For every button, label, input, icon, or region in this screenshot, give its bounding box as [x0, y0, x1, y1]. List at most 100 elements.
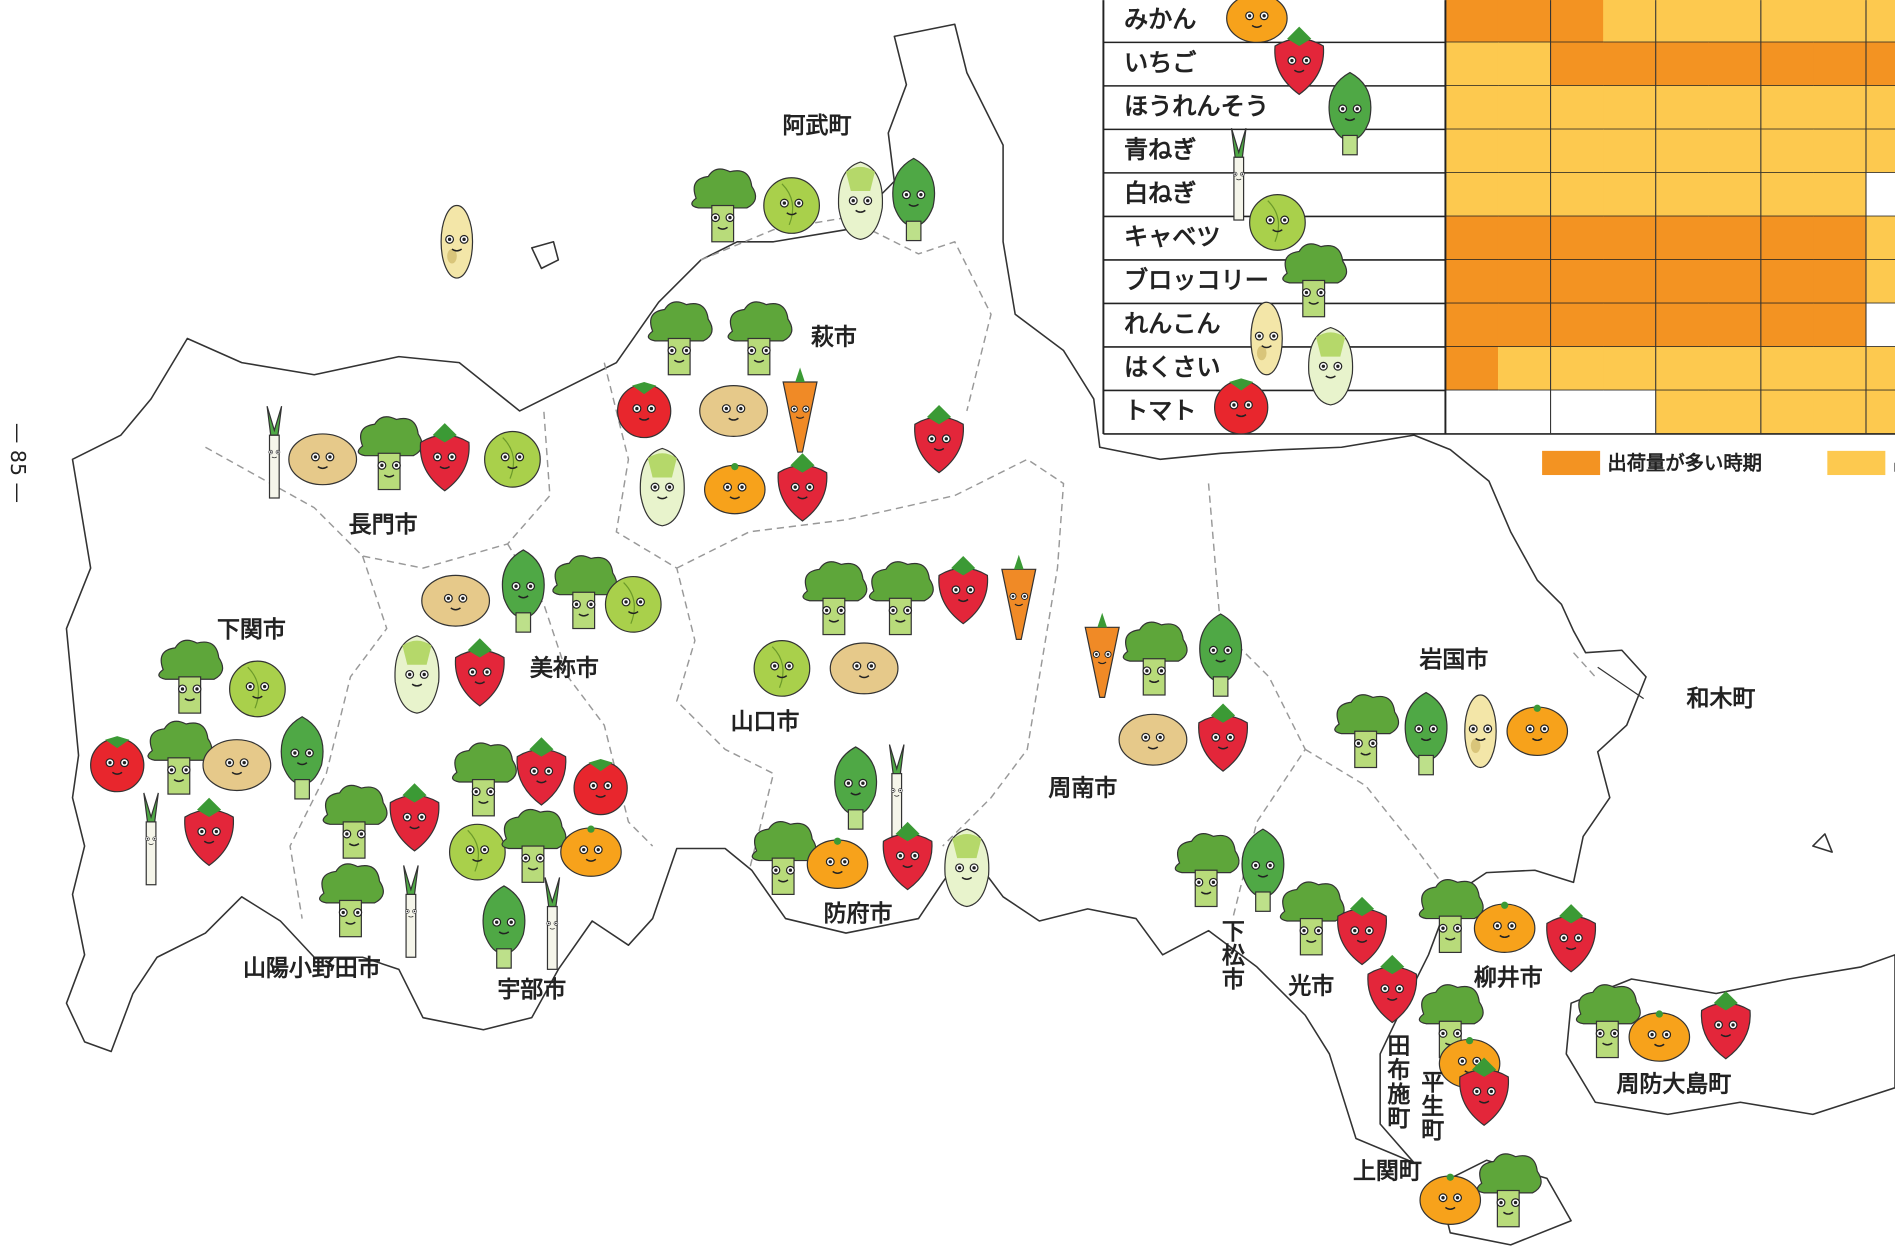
calendar-cell — [1813, 173, 1866, 217]
calendar-cell — [1866, 303, 1895, 347]
municipality-label: 防府市 — [824, 900, 893, 927]
calendar-cell — [1445, 260, 1498, 304]
legend-label: 出荷量が多い時期 — [1607, 452, 1762, 475]
vegetable-name: いちご — [1124, 49, 1197, 77]
calendar-cell — [1656, 173, 1709, 217]
calendar-cell — [1603, 129, 1656, 173]
vegetable-name: ほうれんそう — [1124, 93, 1269, 121]
potato-character — [422, 575, 490, 626]
strawberry-character — [1547, 904, 1596, 972]
page-number: — 85 — — [6, 423, 30, 503]
calendar-cell — [1656, 129, 1709, 173]
calendar-cell — [1866, 42, 1895, 86]
calendar-cell — [1551, 0, 1604, 42]
calendar-cell — [1603, 390, 1656, 434]
calendar-cell — [1813, 216, 1866, 260]
calendar-cell — [1445, 216, 1498, 260]
cabbage-character — [450, 824, 506, 880]
municipality-label: 宇部市 — [497, 976, 566, 1003]
hakusai-character — [945, 829, 989, 906]
legend: 出荷量が多い時期出 — [1542, 451, 1895, 475]
hakusai-character — [395, 636, 439, 713]
calendar-cell — [1551, 260, 1604, 304]
potato-character — [289, 434, 357, 485]
municipality-label: 周防大島町 — [1616, 1070, 1731, 1097]
vegetable-name: 白ねぎ — [1124, 180, 1196, 208]
calendar-cell — [1551, 347, 1604, 391]
calendar-cell — [1656, 260, 1709, 304]
calendar-cell — [1445, 129, 1498, 173]
vegetable-map: 阿武町 萩市 長門市 下関市 美祢市 山口市 周南市 岩国市 和木町 防府市 山… — [0, 0, 1895, 1251]
calendar-cell — [1445, 303, 1498, 347]
cabbage-character — [485, 432, 541, 488]
calendar-cell — [1866, 129, 1895, 173]
calendar-cell — [1761, 173, 1814, 217]
calendar-cell — [1445, 347, 1498, 391]
calendar-cell — [1813, 260, 1866, 304]
calendar-cell — [1813, 303, 1866, 347]
calendar-cell — [1761, 303, 1814, 347]
calendar-cell — [1498, 303, 1551, 347]
municipality-label: 山口市 — [731, 708, 800, 735]
calendar-cell — [1761, 260, 1814, 304]
lotus-character — [1251, 302, 1282, 375]
municipality-label: 阿武町 — [783, 113, 852, 139]
calendar-cell — [1708, 347, 1761, 391]
cabbage-character — [1250, 195, 1306, 251]
calendar-cell — [1551, 173, 1604, 217]
calendar-cell — [1708, 303, 1761, 347]
calendar-cell — [1866, 347, 1895, 391]
calendar-cell — [1656, 390, 1709, 434]
calendar-cell — [1813, 129, 1866, 173]
calendar-cell — [1708, 0, 1761, 42]
vegetable-name: みかん — [1124, 6, 1196, 34]
municipality-label: 下松市 — [1217, 919, 1244, 992]
cabbage-character — [764, 178, 820, 234]
municipality-label: 田布施町 — [1383, 1033, 1410, 1130]
calendar-cell — [1656, 86, 1709, 130]
calendar-cell — [1813, 86, 1866, 130]
hakusai-character — [839, 162, 883, 239]
calendar-cell — [1603, 260, 1656, 304]
calendar-cell — [1708, 260, 1761, 304]
calendar-cell — [1813, 42, 1866, 86]
calendar-cell — [1603, 86, 1656, 130]
municipality-label: 下関市 — [217, 616, 286, 643]
municipality-label: 周南市 — [1048, 774, 1117, 801]
island — [1813, 834, 1832, 852]
calendar-cell — [1445, 390, 1498, 434]
municipality-label: 山陽小野田市 — [243, 954, 381, 981]
potato-character — [1119, 714, 1187, 765]
calendar-cell — [1813, 0, 1866, 42]
calendar-cell — [1761, 42, 1814, 86]
calendar-cell — [1761, 129, 1814, 173]
municipality-label: 岩国市 — [1418, 646, 1488, 673]
calendar-cell — [1708, 390, 1761, 434]
calendar-cell — [1708, 129, 1761, 173]
calendar-cell — [1656, 216, 1709, 260]
island — [532, 242, 559, 269]
calendar-cell — [1603, 42, 1656, 86]
calendar-cell — [1551, 390, 1604, 434]
lotus-character — [1465, 695, 1496, 768]
calendar-cell — [1445, 42, 1498, 86]
calendar-cell — [1761, 86, 1814, 130]
calendar-cell — [1551, 216, 1604, 260]
calendar-cell — [1551, 303, 1604, 347]
cabbage-character — [754, 641, 810, 697]
municipality-label: 萩市 — [811, 324, 857, 351]
cabbage-character — [605, 577, 661, 633]
calendar-cell — [1603, 303, 1656, 347]
calendar-cell — [1603, 173, 1656, 217]
calendar-cell — [1866, 173, 1895, 217]
calendar-cell — [1498, 347, 1551, 391]
municipality-label: 上関町 — [1353, 1158, 1422, 1184]
municipality-label: 平生町 — [1417, 1070, 1444, 1143]
municipality-label: 長門市 — [349, 511, 418, 538]
page: 阿武町 萩市 長門市 下関市 美祢市 山口市 周南市 岩国市 和木町 防府市 山… — [0, 0, 1895, 1251]
calendar-cell — [1761, 347, 1814, 391]
calendar-cell — [1866, 390, 1895, 434]
calendar-cell — [1656, 42, 1709, 86]
calendar-cell — [1656, 0, 1709, 42]
vegetable-name: れんこん — [1124, 310, 1221, 338]
